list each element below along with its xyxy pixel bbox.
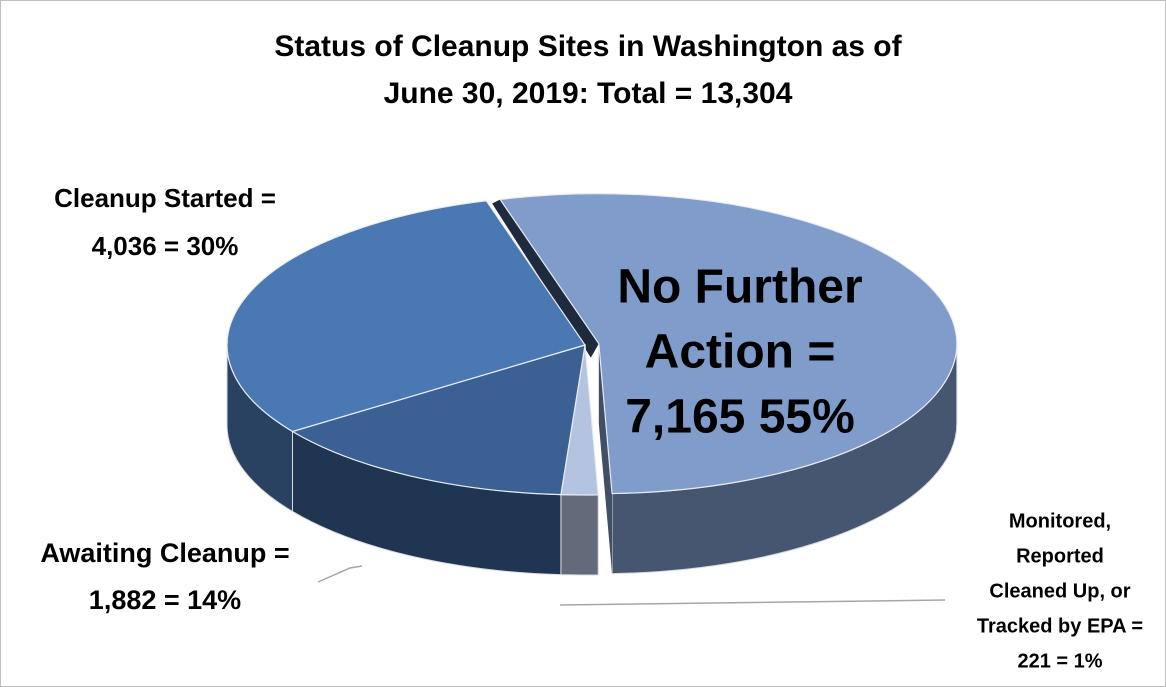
data-label: 7,165 55% xyxy=(625,391,855,444)
pie xyxy=(226,193,958,576)
chart-title: June 30, 2019: Total = 13,304 xyxy=(384,77,793,110)
slice-face xyxy=(598,343,613,574)
data-label: 221 = 1% xyxy=(1017,650,1102,672)
data-label: Action = xyxy=(645,326,836,379)
data-label: Monitored, xyxy=(1009,510,1111,532)
slice-face xyxy=(492,199,599,358)
chart-title: Status of Cleanup Sites in Washington as… xyxy=(274,30,902,63)
slice xyxy=(226,200,586,433)
data-label: 1,882 = 14% xyxy=(89,585,241,615)
data-label: Awaiting Cleanup = xyxy=(40,538,289,568)
data-label: No Further xyxy=(617,261,862,314)
data-label: Cleanup Started = xyxy=(54,183,276,213)
data-label: Reported xyxy=(1016,545,1104,567)
leader-line xyxy=(317,565,363,583)
slice xyxy=(291,344,586,496)
leader-line xyxy=(559,599,946,606)
labels: No Further Action = 7,165 55% Monitored, Rep… xyxy=(40,183,1143,672)
slice-side xyxy=(560,494,599,576)
data-label: 4,036 = 30% xyxy=(92,231,239,261)
data-label: Tracked by EPA = xyxy=(977,615,1143,637)
data-label: Cleaned Up, or xyxy=(989,580,1130,602)
slice xyxy=(499,193,958,495)
